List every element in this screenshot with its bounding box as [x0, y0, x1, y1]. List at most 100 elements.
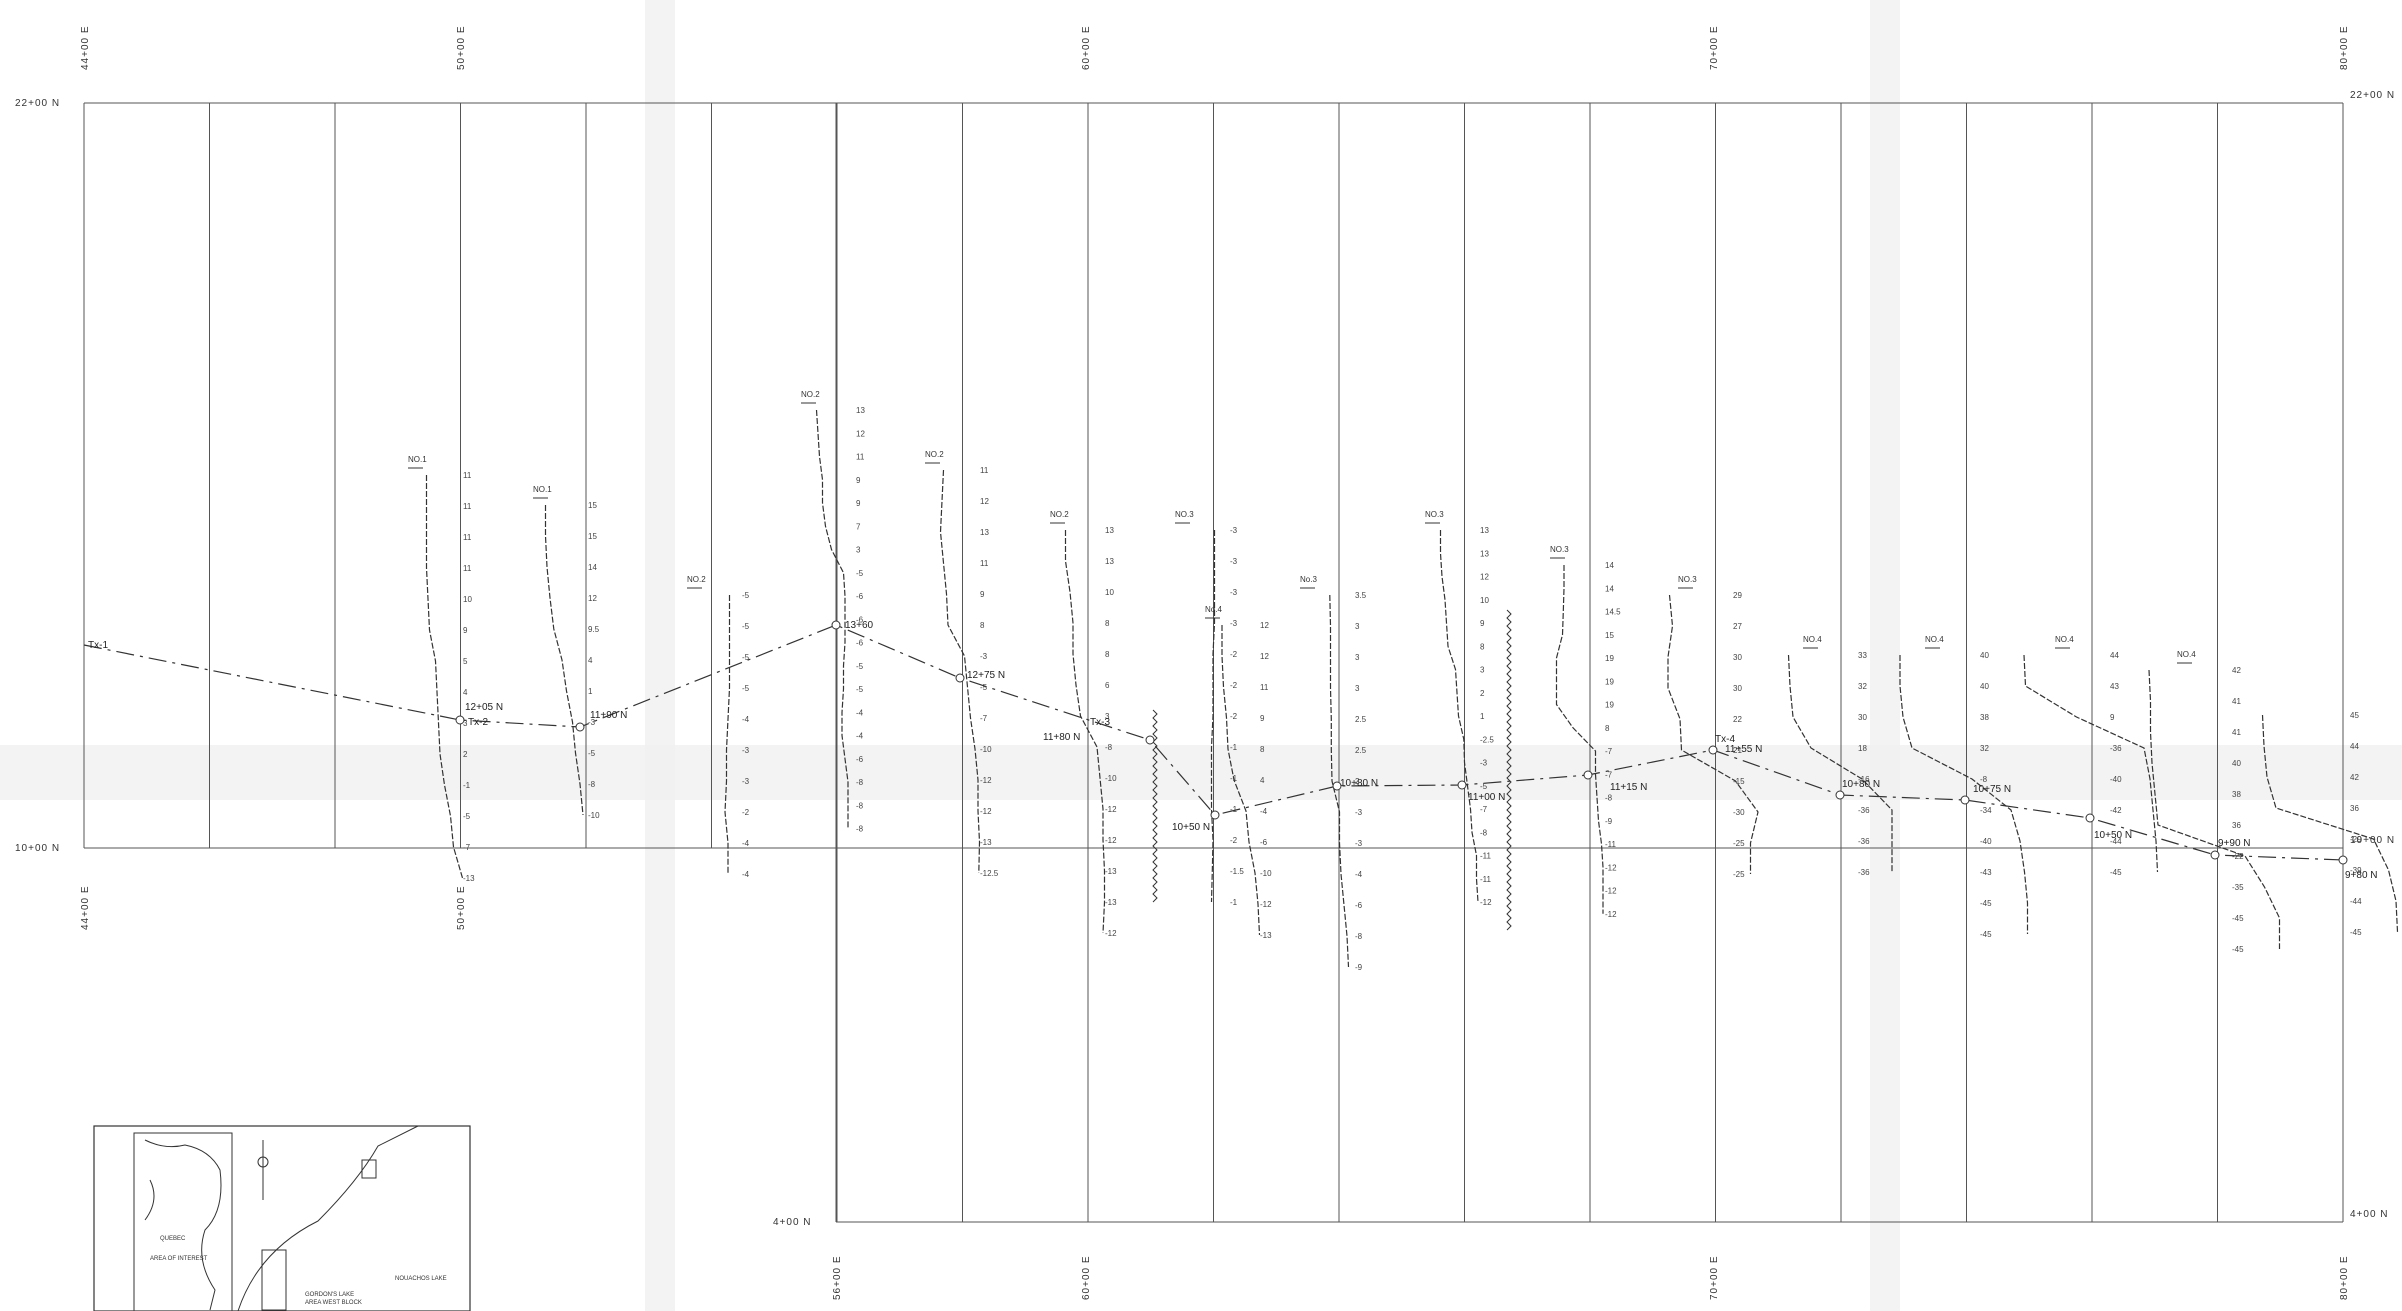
- profile-value: 9: [1260, 714, 1265, 723]
- grid-label-top: 60+00 E: [1081, 25, 1092, 70]
- profile-value: -7: [1605, 770, 1613, 779]
- profile-tag: NO.1: [533, 485, 552, 494]
- profile-value: -11: [1480, 875, 1492, 884]
- profile-value: -12: [1605, 910, 1617, 919]
- profile-value: 3: [1355, 622, 1360, 631]
- profile-tag: NO.2: [1050, 510, 1069, 519]
- profile-value: 9: [856, 476, 861, 485]
- profile-curve: [1899, 655, 2029, 934]
- grid-label-top: 70+00 E: [1709, 25, 1720, 70]
- station-point: [2210, 850, 2220, 860]
- profile-value: 11: [980, 466, 989, 475]
- profile-value: -12: [1105, 805, 1117, 814]
- station-point: [1835, 790, 1845, 800]
- profile-value: -13: [1105, 898, 1117, 907]
- traverse-label: Tx-4: [1715, 734, 1735, 745]
- station-point: [575, 722, 585, 732]
- profile-value: 2: [463, 750, 468, 759]
- profile-value: -12: [1605, 887, 1617, 896]
- profile-value: -8: [856, 778, 864, 787]
- profile-value: 14: [588, 563, 597, 572]
- conductor-symbol: [1506, 609, 1512, 931]
- profile-value: 42: [2232, 666, 2241, 675]
- station-point: [1210, 810, 1220, 820]
- station-point: [1960, 795, 1970, 805]
- inset-coastline: [144, 1139, 222, 1311]
- profile-value: -4: [856, 732, 864, 741]
- profile-value: 40: [1980, 682, 1989, 691]
- profile-value: -3: [1355, 808, 1363, 817]
- profile-value: 3: [1355, 684, 1360, 693]
- profile-value: -12: [1105, 836, 1117, 845]
- profile-value: -3: [980, 652, 988, 661]
- profile-lines: NO.1111111111095432-1-5-7-13NO.115151412…: [408, 390, 2399, 972]
- profile-value: 4: [463, 688, 468, 697]
- profile-value: -6: [856, 755, 864, 764]
- profile-value: -15: [1733, 777, 1745, 786]
- profile-value: -6: [856, 615, 864, 624]
- profile-tag: No.4: [1205, 605, 1222, 614]
- inset-locator-frame: [133, 1132, 233, 1311]
- profile-value: -5: [588, 749, 596, 758]
- profile-value: 9: [463, 626, 468, 635]
- profile-value: -8: [1355, 932, 1363, 941]
- grid-label-top: 44+00 E: [80, 25, 91, 70]
- profile-value: 3: [856, 546, 861, 555]
- profile-value: 44: [2350, 742, 2359, 751]
- station-label: 12+05 N: [465, 702, 503, 713]
- profile-value: 8: [1260, 745, 1265, 754]
- station-point: [1332, 781, 1342, 791]
- profile-value: -3: [1230, 619, 1238, 628]
- profile-value: -3: [1480, 759, 1488, 768]
- profile-value: -3: [1230, 557, 1238, 566]
- profile-value: -7: [463, 843, 471, 852]
- profile-curve: [939, 469, 981, 874]
- profile-value: 2.5: [1355, 715, 1367, 724]
- profile-value: -45: [2110, 868, 2122, 877]
- profile-value: -45: [1980, 899, 1992, 908]
- station-label: 13+60: [845, 620, 874, 631]
- profile-value: -44: [2110, 837, 2122, 846]
- profile-value: -2: [1230, 650, 1238, 659]
- profile-value: -36: [1858, 868, 1870, 877]
- profile-value: 18: [1858, 744, 1867, 753]
- profile-curve: [1329, 594, 1350, 968]
- profile-value: 10: [1480, 596, 1489, 605]
- profile-value: -1: [1230, 743, 1238, 752]
- profile-value: 4: [1260, 776, 1265, 785]
- profile-value: 13: [856, 406, 865, 415]
- profile-tag: NO.4: [2055, 635, 2074, 644]
- profile-value: -36: [1858, 837, 1870, 846]
- profile-value: 15: [588, 501, 597, 510]
- profile-value: 14: [1605, 561, 1614, 570]
- profile-value: 8: [1105, 619, 1110, 628]
- profile-value: -10: [1260, 869, 1272, 878]
- profile-curve: [1210, 530, 1216, 903]
- profile-curve: [1221, 625, 1261, 936]
- inset-label: AREA OF INTEREST: [150, 1256, 208, 1262]
- profile-value: 10: [463, 595, 472, 604]
- profile-value: 11: [463, 471, 472, 480]
- profile-value: -42: [2110, 806, 2122, 815]
- grid-label-north-right: 4+00 N: [2350, 1209, 2389, 1220]
- profile-value: -7: [980, 714, 988, 723]
- profile-value: 12: [856, 429, 865, 438]
- profile-value: -9: [1355, 963, 1363, 972]
- profile-value: 42: [2350, 773, 2359, 782]
- profile-tag: NO.4: [2177, 650, 2196, 659]
- profile-value: -40: [2110, 775, 2122, 784]
- profile-value: 33: [1858, 651, 1867, 660]
- profile-value: 8: [1605, 724, 1610, 733]
- profile-value: -5: [856, 685, 864, 694]
- station-label: 9+90 N: [2218, 838, 2251, 849]
- profile-value: 19: [1605, 677, 1614, 686]
- profile-value: 30: [1733, 653, 1742, 662]
- profile-value: 11: [1260, 683, 1269, 692]
- profile-value: -3: [1355, 839, 1363, 848]
- profile-tag: NO.2: [925, 450, 944, 459]
- profile-value: 12: [588, 594, 597, 603]
- profile-curve: [1667, 594, 1759, 874]
- profile-value: 8: [1105, 650, 1110, 659]
- profile-value: 2: [1480, 689, 1485, 698]
- location-inset-map: QUEBEC AREA OF INTEREST GORDON'S LAKE AREA …: [93, 1125, 471, 1311]
